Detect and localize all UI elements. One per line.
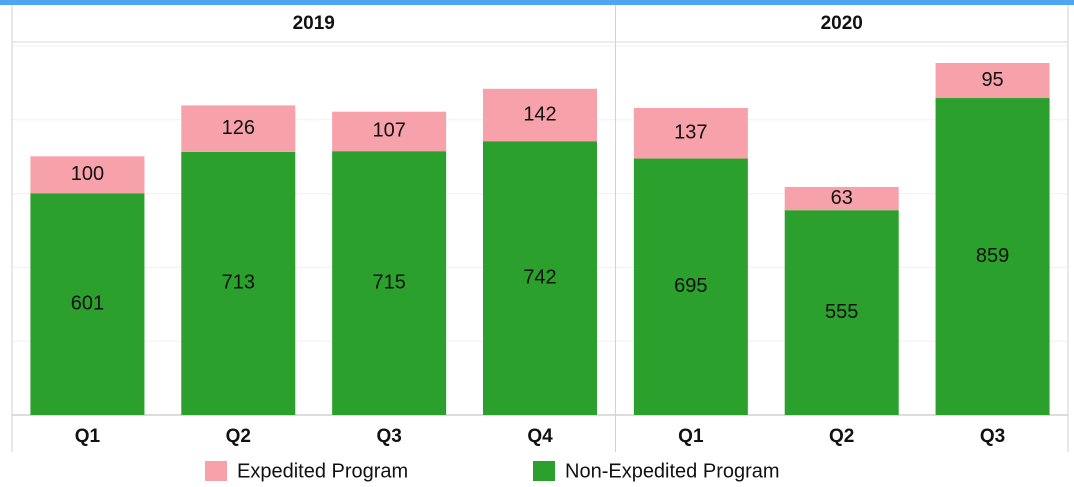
data-label: 137 xyxy=(674,122,707,144)
x-tick-label: Q1 xyxy=(75,426,101,447)
bar-segment xyxy=(784,186,899,211)
top-border xyxy=(0,0,1074,5)
data-label: 742 xyxy=(523,266,556,288)
data-label: 713 xyxy=(222,272,255,294)
data-label: 100 xyxy=(71,163,104,185)
legend-swatch xyxy=(205,461,227,481)
bar-segment xyxy=(483,141,597,415)
bar-segment xyxy=(633,158,748,416)
bar-segment xyxy=(332,151,447,416)
bar-segment xyxy=(181,105,296,152)
bar-segment xyxy=(784,210,899,415)
data-label: 63 xyxy=(831,187,853,209)
data-label: 126 xyxy=(222,117,255,139)
data-label: 142 xyxy=(523,103,556,125)
x-tick-label: Q3 xyxy=(980,426,1005,447)
data-label: 859 xyxy=(976,245,1009,267)
x-tick-label: Q2 xyxy=(226,426,251,447)
group-label: 2019 xyxy=(293,13,335,34)
bar-segment xyxy=(30,193,145,415)
data-label: 695 xyxy=(674,275,707,297)
x-tick-label: Q3 xyxy=(376,426,401,447)
data-label: 715 xyxy=(372,271,405,293)
data-label: 601 xyxy=(71,292,104,314)
legend-label: Non-Expedited Program xyxy=(565,460,780,482)
bar-segment xyxy=(332,111,447,152)
data-label: 555 xyxy=(825,301,858,323)
bar-segment xyxy=(181,151,296,415)
bar-segment xyxy=(633,107,748,159)
legend-swatch xyxy=(533,461,555,481)
data-label: 107 xyxy=(372,120,405,142)
x-tick-label: Q4 xyxy=(527,426,553,447)
x-tick-label: Q1 xyxy=(678,426,704,447)
bar-segment xyxy=(935,98,1050,416)
x-tick-label: Q2 xyxy=(829,426,854,447)
data-label: 95 xyxy=(981,69,1003,91)
legend-label: Expedited Program xyxy=(237,460,408,482)
group-label: 2020 xyxy=(821,13,863,34)
bar-segment xyxy=(935,62,1050,99)
bar-segment xyxy=(30,156,145,194)
bar-segment xyxy=(483,88,597,142)
